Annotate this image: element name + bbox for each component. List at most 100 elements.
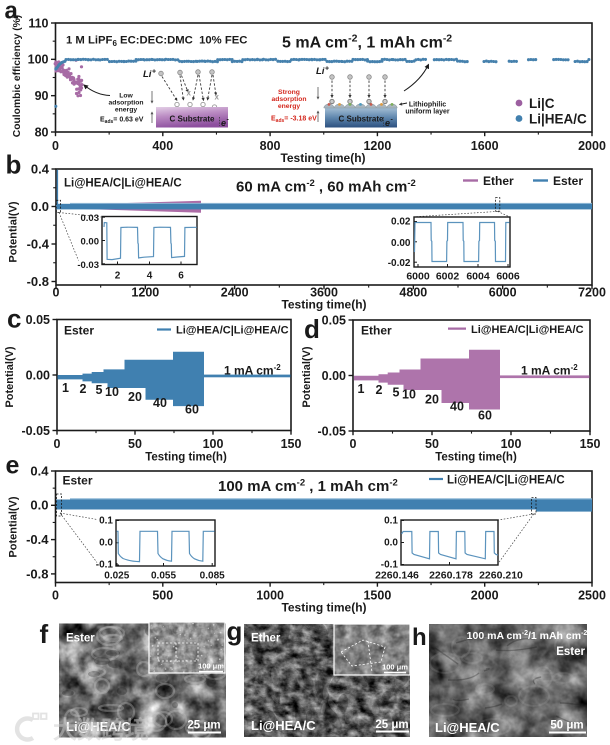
- svg-text:e: e: [385, 118, 390, 128]
- svg-text:Li@HEA/C|Li@HEA/C: Li@HEA/C|Li@HEA/C: [471, 324, 584, 336]
- svg-text:6000: 6000: [489, 286, 517, 300]
- svg-text:-: -: [391, 117, 394, 124]
- svg-text:C Substrate: C Substrate: [170, 115, 215, 124]
- svg-text:50: 50: [128, 437, 142, 451]
- svg-text:60: 60: [185, 403, 199, 417]
- svg-text:1: 1: [62, 381, 69, 395]
- svg-text:Strong: Strong: [278, 89, 300, 96]
- svg-text:Testing time(h): Testing time(h): [281, 298, 366, 312]
- svg-text:0.0: 0.0: [31, 199, 49, 214]
- svg-text:4800: 4800: [399, 286, 427, 300]
- svg-text:energy: energy: [115, 107, 138, 114]
- svg-text:-0.8: -0.8: [27, 274, 49, 289]
- svg-text:Li|HEA/C: Li|HEA/C: [529, 112, 587, 127]
- svg-text:-0.02: -0.02: [388, 258, 411, 269]
- svg-text:0.1: 0.1: [384, 515, 398, 526]
- svg-text:400: 400: [152, 139, 173, 153]
- svg-text:2400: 2400: [221, 286, 249, 300]
- svg-text:0.4: 0.4: [31, 161, 50, 176]
- svg-text:0: 0: [52, 589, 59, 603]
- svg-text:Eads​= -3.18 eV: Eads​= -3.18 eV: [271, 116, 317, 125]
- svg-text:Li@HEA/C|Li@HEA/C: Li@HEA/C|Li@HEA/C: [64, 178, 182, 190]
- svg-text:0: 0: [52, 139, 59, 153]
- svg-text:2260.146: 2260.146: [375, 570, 419, 582]
- svg-text:100 μm: 100 μm: [382, 663, 408, 672]
- svg-text:60: 60: [478, 409, 492, 423]
- svg-text:-0.1: -0.1: [96, 559, 114, 570]
- svg-text:800: 800: [260, 139, 281, 153]
- svg-text:Testing time(h): Testing time(h): [280, 151, 365, 165]
- svg-text:Testing time(h): Testing time(h): [281, 601, 366, 615]
- svg-text:0.05: 0.05: [26, 313, 50, 327]
- svg-text:Potential(V): Potential(V): [8, 201, 20, 262]
- svg-text:0.4: 0.4: [30, 463, 49, 478]
- svg-text:1200: 1200: [363, 139, 391, 153]
- svg-text:Li: Li: [316, 66, 325, 77]
- svg-text:Ether: Ether: [361, 324, 392, 338]
- svg-text:25 μm: 25 μm: [187, 720, 220, 732]
- svg-text:2260.210: 2260.210: [479, 570, 523, 582]
- svg-text:Eads​= 0.63 eV: Eads​= 0.63 eV: [100, 117, 144, 126]
- svg-text:uniform layer: uniform layer: [405, 109, 450, 116]
- svg-text:0.0: 0.0: [99, 537, 113, 548]
- svg-text:1200: 1200: [131, 286, 159, 300]
- svg-text:0.0: 0.0: [384, 537, 398, 548]
- svg-text:25 μm: 25 μm: [375, 719, 408, 731]
- svg-text:0.1: 0.1: [99, 515, 113, 526]
- svg-text:50 μm: 50 μm: [550, 720, 583, 732]
- svg-text:0: 0: [350, 437, 357, 451]
- svg-text:-0.05: -0.05: [318, 424, 347, 438]
- svg-text:10: 10: [105, 385, 119, 399]
- svg-text:0.00: 0.00: [391, 238, 411, 249]
- svg-text:150: 150: [281, 437, 302, 451]
- svg-text:2: 2: [80, 382, 87, 396]
- svg-text:Li@HEA/C: Li@HEA/C: [66, 719, 131, 734]
- svg-text:Ester: Ester: [64, 324, 94, 338]
- svg-text:1 mA cm-2​: 1 mA cm-2​: [521, 363, 578, 378]
- svg-text:Ether: Ether: [483, 174, 514, 188]
- svg-text:6: 6: [178, 271, 184, 282]
- svg-text:b: b: [6, 150, 22, 180]
- svg-text:40: 40: [450, 400, 464, 414]
- svg-text:40: 40: [153, 396, 167, 410]
- svg-text:0.00: 0.00: [322, 369, 346, 383]
- svg-text:10: 10: [402, 388, 416, 402]
- svg-text:2: 2: [376, 383, 383, 397]
- svg-text:100 mA cm-2​ , 1 mAh cm-2​: 100 mA cm-2​ , 1 mAh cm-2​: [218, 477, 398, 495]
- svg-text:C Substrate: C Substrate: [339, 115, 384, 124]
- svg-text:Potential(V): Potential(V): [4, 346, 16, 407]
- svg-text:1: 1: [358, 382, 365, 396]
- svg-text:Ester: Ester: [553, 174, 583, 188]
- svg-text:0: 0: [54, 437, 61, 451]
- svg-text:100: 100: [28, 53, 49, 67]
- svg-text:6006: 6006: [496, 271, 520, 283]
- svg-text:0.05: 0.05: [322, 313, 346, 327]
- svg-text:90: 90: [35, 89, 49, 103]
- svg-text:1600: 1600: [471, 139, 499, 153]
- svg-text:4: 4: [147, 271, 153, 282]
- svg-text:e: e: [221, 118, 226, 128]
- svg-text:Li@HEA/C: Li@HEA/C: [435, 720, 500, 735]
- svg-text:1000: 1000: [256, 589, 284, 603]
- svg-text:Lithiophilic: Lithiophilic: [409, 102, 446, 109]
- svg-text:0.03: 0.03: [81, 213, 100, 224]
- svg-text:x: x: [215, 93, 220, 102]
- svg-text:100: 100: [203, 437, 224, 451]
- svg-text:-0.4: -0.4: [27, 236, 50, 251]
- svg-text:3600: 3600: [310, 286, 338, 300]
- svg-text:Li|C: Li|C: [529, 96, 555, 111]
- svg-text:100: 100: [501, 437, 522, 451]
- svg-text:大数跨境: 大数跨境: [53, 716, 149, 744]
- svg-text:1 mA cm-2​: 1 mA cm-2​: [224, 363, 281, 378]
- svg-text:Li@HEA/C|Li@HEA/C: Li@HEA/C|Li@HEA/C: [176, 325, 289, 337]
- svg-text:0.025: 0.025: [104, 571, 129, 582]
- svg-text:f: f: [40, 619, 49, 649]
- svg-text:Low: Low: [119, 93, 133, 100]
- svg-text:Potential(V): Potential(V): [8, 496, 20, 557]
- svg-text:x: x: [187, 89, 192, 98]
- svg-text:d: d: [304, 314, 320, 344]
- svg-text:a: a: [5, 0, 19, 25]
- svg-text:+: +: [325, 66, 329, 73]
- svg-text:Coulombic efficiency (%): Coulombic efficiency (%): [12, 15, 23, 137]
- svg-text:-: -: [227, 117, 230, 124]
